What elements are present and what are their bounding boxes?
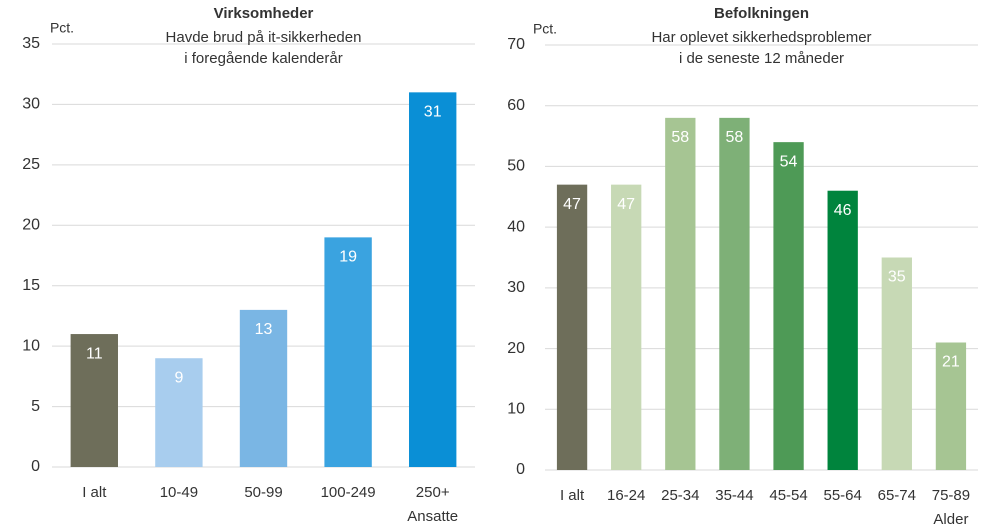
value-label: 19 xyxy=(339,249,357,266)
y-tick-label: 15 xyxy=(22,277,40,294)
bar xyxy=(611,184,642,470)
value-label: 9 xyxy=(174,369,183,386)
bar xyxy=(155,358,203,467)
bar xyxy=(935,342,967,470)
y-tick-label: 30 xyxy=(22,96,40,113)
chart-title: Befolkningen xyxy=(714,5,809,22)
x-axis-label: Alder xyxy=(933,511,968,527)
x-tick-label: 55-64 xyxy=(824,487,862,504)
bar xyxy=(881,257,912,470)
y-tick-label: 10 xyxy=(507,401,525,418)
value-label: 21 xyxy=(942,354,960,371)
bar xyxy=(409,92,457,467)
x-tick-label: I alt xyxy=(82,484,107,501)
chart-title: Virksomheder xyxy=(214,5,314,22)
x-tick-label: 65-74 xyxy=(878,487,916,504)
value-label: 58 xyxy=(671,129,689,146)
y-tick-label: 70 xyxy=(507,36,525,53)
chart-subtitle: i de seneste 12 måneder xyxy=(679,50,844,67)
x-tick-label: 250+ xyxy=(416,484,450,501)
value-label: 11 xyxy=(86,345,103,362)
y-tick-label: 25 xyxy=(22,156,40,173)
value-label: 46 xyxy=(834,202,852,219)
y-tick-label: 10 xyxy=(22,337,40,354)
y-tick-label: 0 xyxy=(516,461,525,478)
y-tick-label: 50 xyxy=(507,158,525,175)
chart-subtitle: Har oplevet sikkerhedsproblemer xyxy=(651,29,871,46)
y-tick-label: 30 xyxy=(507,279,525,296)
y-tick-label: 20 xyxy=(507,340,525,357)
y-tick-label: 35 xyxy=(22,35,40,52)
x-tick-label: 45-54 xyxy=(769,487,807,504)
chart-subtitle: i foregående kalenderår xyxy=(184,50,342,67)
bar xyxy=(719,117,750,470)
y-tick-label: 0 xyxy=(31,458,40,475)
y-tick-label: 5 xyxy=(31,398,40,415)
y-axis-label: Pct. xyxy=(50,20,74,36)
bar xyxy=(239,309,288,467)
x-tick-label: 50-99 xyxy=(244,484,282,501)
bar xyxy=(773,142,804,470)
value-label: 31 xyxy=(424,104,442,121)
x-tick-label: 10-49 xyxy=(160,484,198,501)
value-label: 47 xyxy=(563,196,581,213)
value-label: 35 xyxy=(888,269,906,286)
y-tick-label: 60 xyxy=(507,97,525,114)
bar xyxy=(827,190,858,470)
bar xyxy=(324,237,372,467)
x-tick-label: 16-24 xyxy=(607,487,645,504)
y-axis-label: Pct. xyxy=(533,21,557,37)
value-label: 47 xyxy=(617,196,635,213)
value-label: 13 xyxy=(255,321,273,338)
value-label: 58 xyxy=(726,129,744,146)
x-tick-label: 25-34 xyxy=(661,487,699,504)
bar xyxy=(665,117,696,470)
value-label: 54 xyxy=(780,153,798,170)
chart-subtitle: Havde brud på it-sikkerheden xyxy=(166,29,362,46)
x-tick-label: I alt xyxy=(560,487,585,504)
bar xyxy=(556,184,588,470)
bar xyxy=(70,334,118,467)
x-tick-label: 100-249 xyxy=(321,484,376,501)
y-tick-label: 20 xyxy=(22,217,40,234)
x-axis-label: Ansatte xyxy=(407,508,458,525)
y-tick-label: 40 xyxy=(507,218,525,235)
x-tick-label: 35-44 xyxy=(715,487,753,504)
x-tick-label: 75-89 xyxy=(932,487,970,504)
